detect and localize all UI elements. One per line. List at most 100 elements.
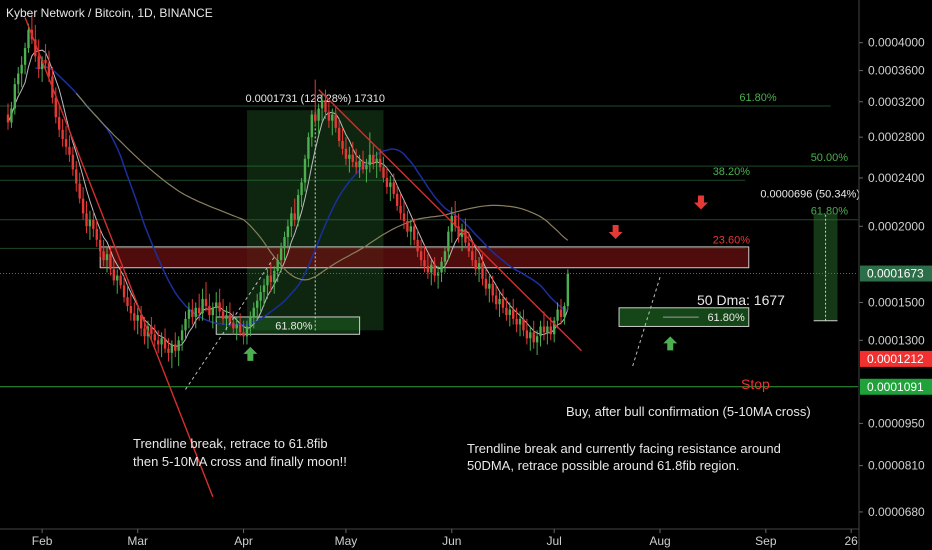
candle — [337, 118, 341, 147]
candle-body — [170, 344, 174, 353]
candle — [122, 275, 126, 303]
candle — [453, 201, 457, 232]
y-tick-label: 0.0000950 — [868, 416, 925, 430]
y-tick-label: 0.0001500 — [868, 295, 925, 309]
candle-body — [566, 273, 570, 306]
annotation-text: Buy, after bull confirmation (5-10MA cro… — [566, 404, 811, 419]
candle-body — [290, 213, 293, 227]
candle-body — [416, 239, 419, 252]
candle — [13, 78, 17, 115]
candle — [256, 293, 259, 321]
trendline — [318, 89, 582, 352]
candle-body — [92, 219, 95, 229]
candle-body — [20, 64, 23, 74]
candle — [423, 245, 426, 273]
candle-body — [252, 307, 255, 317]
candle-body — [40, 59, 44, 70]
candle-body — [327, 111, 331, 121]
x-tick-label: Aug — [649, 534, 670, 548]
candle-body — [174, 344, 177, 351]
candle-body — [296, 195, 300, 220]
candle-body — [232, 322, 235, 329]
candle-body — [409, 226, 413, 232]
candle-body — [293, 213, 296, 220]
candle-body — [314, 114, 317, 121]
candle — [385, 167, 389, 194]
candle — [262, 278, 266, 306]
candle — [136, 307, 139, 335]
candle-body — [515, 318, 518, 325]
candle-body — [184, 318, 187, 331]
stop-badge — [860, 350, 932, 367]
candle — [426, 254, 430, 279]
y-tick-label: 0.0001300 — [868, 333, 925, 347]
candle-body — [358, 160, 361, 168]
candle — [10, 101, 13, 128]
candle — [119, 266, 122, 289]
y-tick-label: 0.0002400 — [868, 171, 925, 185]
candle-body — [225, 315, 228, 319]
candle-body — [81, 198, 85, 214]
candle-body — [354, 161, 358, 168]
candle — [78, 172, 81, 204]
candle-body — [494, 295, 498, 305]
candle-body — [238, 324, 242, 333]
candle — [354, 148, 358, 174]
candle — [221, 298, 225, 325]
candle — [307, 132, 310, 168]
candle-body — [413, 226, 416, 240]
candle — [170, 340, 174, 369]
candle — [153, 324, 156, 347]
candle — [399, 193, 402, 220]
candle-body — [85, 213, 88, 227]
candle-body — [211, 307, 215, 316]
candle-body — [259, 292, 262, 301]
candle-body — [474, 260, 477, 270]
candle — [372, 144, 375, 170]
candle-body — [10, 108, 13, 123]
candle — [498, 292, 501, 317]
candle-body — [37, 56, 40, 70]
candle-body — [552, 320, 556, 335]
candle — [160, 332, 163, 358]
annotation-text: Trendline break, retrace to 61.8fib — [133, 436, 328, 451]
candle — [494, 285, 498, 310]
candle — [133, 302, 136, 331]
candle-body — [235, 324, 238, 329]
candle — [532, 320, 535, 349]
candle-body — [512, 309, 515, 319]
candle — [112, 260, 116, 286]
candle — [368, 132, 372, 173]
candle — [180, 324, 184, 351]
candle — [64, 126, 68, 155]
candle — [348, 146, 351, 173]
candle-body — [365, 165, 368, 170]
candle-body — [221, 311, 225, 319]
candle-body — [139, 315, 143, 329]
candle — [365, 158, 368, 183]
candle-body — [457, 226, 460, 238]
fib-levels: 61.80% 50.00% 38.20% 61.80% 23.60% — [0, 92, 858, 388]
candle-body — [133, 313, 136, 321]
candle-body — [450, 215, 453, 232]
candle — [92, 210, 95, 238]
candle — [535, 330, 539, 355]
candle — [402, 201, 406, 229]
candle — [225, 305, 228, 331]
candle-body — [471, 251, 474, 261]
candle — [279, 242, 283, 273]
candle-body — [286, 226, 290, 238]
arrow-down-icon — [608, 224, 623, 239]
candle — [477, 257, 481, 283]
candle-body — [443, 251, 447, 262]
candle-body — [283, 237, 286, 249]
candle — [361, 150, 365, 174]
fib-label: 38.20% — [713, 166, 751, 178]
candle-body — [549, 326, 552, 335]
candle — [105, 246, 109, 273]
candle-body — [266, 275, 269, 286]
candle-body — [542, 326, 546, 333]
fib-zone-left — [215, 316, 361, 335]
